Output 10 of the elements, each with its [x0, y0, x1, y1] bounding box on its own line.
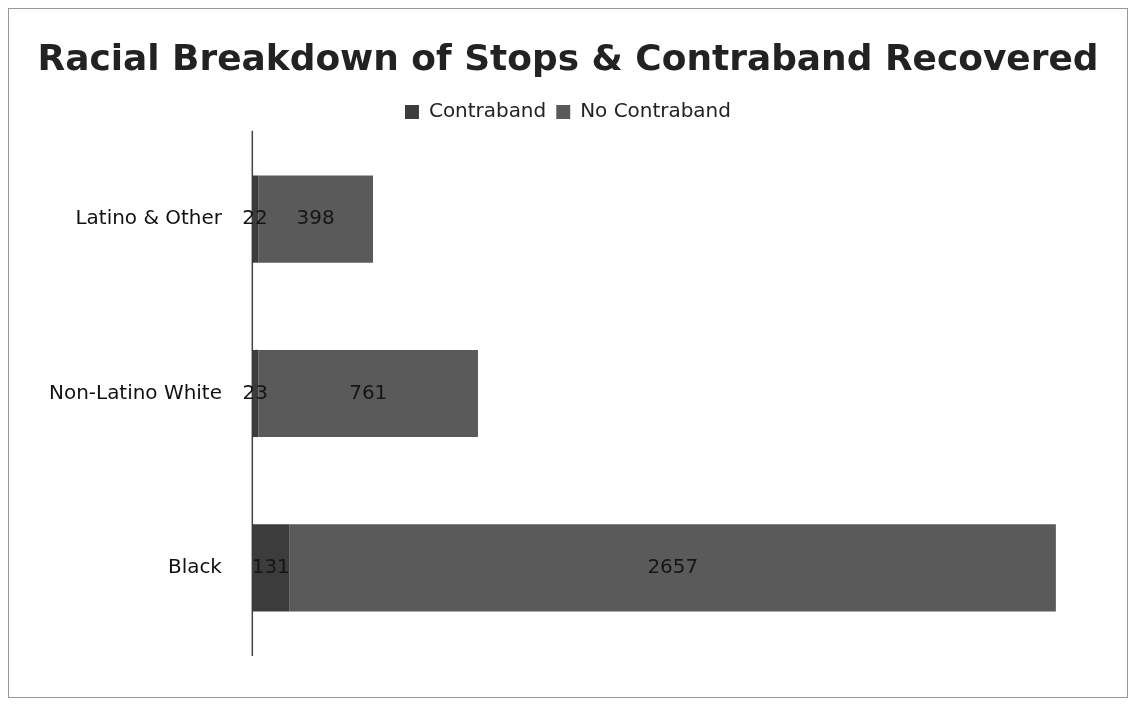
- legend-label: Contraband: [428, 98, 547, 123]
- y-tick-label: Non-Latino White: [49, 379, 222, 404]
- data-label: 2657: [647, 554, 699, 579]
- bar: [289, 524, 1056, 612]
- y-tick-label: Black: [167, 554, 223, 579]
- data-label: 398: [296, 205, 335, 230]
- legend-label: No Contraband: [580, 98, 731, 123]
- data-label: 761: [349, 379, 388, 404]
- chart-title: Racial Breakdown of Stops & Contraband Recovered: [37, 36, 1099, 78]
- y-tick-label: Latino & Other: [75, 205, 223, 230]
